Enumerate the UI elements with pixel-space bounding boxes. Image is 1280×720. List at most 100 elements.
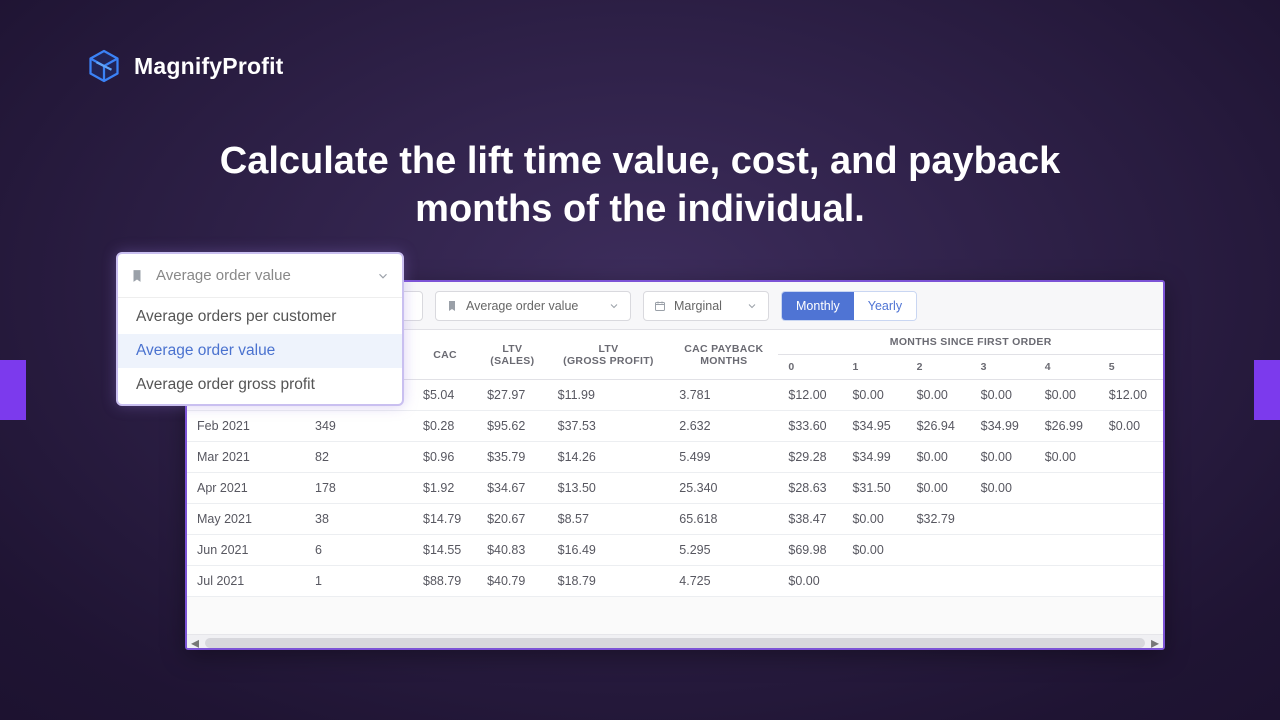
- page-headline: Calculate the lift time value, cost, and…: [150, 138, 1130, 233]
- th-month-1: 1: [842, 355, 906, 380]
- table-cell: $0.00: [971, 442, 1035, 473]
- table-cell: Mar 2021: [187, 442, 305, 473]
- table-row: May 202138$14.79$20.67$8.5765.618$38.47$…: [187, 504, 1163, 535]
- table-cell: $34.67: [477, 473, 548, 504]
- table-cell: $0.00: [1035, 380, 1099, 411]
- table-cell: $34.99: [842, 442, 906, 473]
- table-cell: $37.53: [548, 411, 670, 442]
- table-cell: $29.28: [778, 442, 842, 473]
- table-cell: $14.55: [413, 535, 477, 566]
- th-month-5: 5: [1099, 355, 1163, 380]
- table-cell: $0.00: [778, 566, 842, 597]
- table-cell: $13.50: [548, 473, 670, 504]
- table-cell: $28.63: [778, 473, 842, 504]
- scroll-left-icon[interactable]: ◂: [191, 633, 199, 651]
- table-cell: $95.62: [477, 411, 548, 442]
- table-cell: 82: [305, 442, 413, 473]
- metric-dropdown-list: Average orders per customer Average orde…: [118, 298, 402, 404]
- table-cell: $0.00: [842, 535, 906, 566]
- table-cell: $35.79: [477, 442, 548, 473]
- table-cell: $40.79: [477, 566, 548, 597]
- table-cell: 4.725: [669, 566, 778, 597]
- period-yearly-button[interactable]: Yearly: [854, 292, 916, 320]
- table-cell: [1035, 566, 1099, 597]
- table-cell: $27.97: [477, 380, 548, 411]
- table-cell: 1: [305, 566, 413, 597]
- table-cell: [1035, 473, 1099, 504]
- table-cell: [971, 535, 1035, 566]
- metric-option-2[interactable]: Average order gross profit: [118, 368, 402, 402]
- table-cell: 3.781: [669, 380, 778, 411]
- mode-select[interactable]: Marginal: [643, 291, 769, 321]
- bookmark-icon: [130, 269, 144, 283]
- table-cell: $26.99: [1035, 411, 1099, 442]
- table-cell: $18.79: [548, 566, 670, 597]
- table-cell: $14.26: [548, 442, 670, 473]
- th-month-2: 2: [907, 355, 971, 380]
- table-row: Feb 2021349$0.28$95.62$37.532.632$33.60$…: [187, 411, 1163, 442]
- period-segmented: Monthly Yearly: [781, 291, 917, 321]
- table-cell: 25.340: [669, 473, 778, 504]
- decorative-accent-left: [0, 360, 26, 420]
- brand-mark-icon: [86, 48, 122, 84]
- table-cell: 5.499: [669, 442, 778, 473]
- metric-select-label: Average order value: [466, 299, 578, 313]
- metric-dropdown-selected: Average order value: [156, 267, 291, 284]
- table-cell: $0.00: [1099, 411, 1163, 442]
- period-monthly-button[interactable]: Monthly: [782, 292, 854, 320]
- table-cell: $14.79: [413, 504, 477, 535]
- table-row: Jun 20216$14.55$40.83$16.495.295$69.98$0…: [187, 535, 1163, 566]
- table-cell: [1099, 504, 1163, 535]
- table-cell: $12.00: [778, 380, 842, 411]
- table-cell: 5.295: [669, 535, 778, 566]
- table-row: Jul 20211$88.79$40.79$18.794.725$0.00: [187, 566, 1163, 597]
- th-months-group: MONTHS SINCE FIRST ORDER: [778, 330, 1163, 355]
- table-cell: $26.94: [907, 411, 971, 442]
- brand-logo: MagnifyProfit: [86, 48, 284, 84]
- table-cell: $0.00: [907, 442, 971, 473]
- chevron-down-icon: [746, 300, 758, 312]
- table-cell: $20.67: [477, 504, 548, 535]
- table-cell: $0.00: [842, 380, 906, 411]
- metric-option-0[interactable]: Average orders per customer: [118, 300, 402, 334]
- table-cell: [1099, 442, 1163, 473]
- table-cell: $32.79: [907, 504, 971, 535]
- th-month-4: 4: [1035, 355, 1099, 380]
- th-ltv-sales: LTV (SALES): [477, 330, 548, 380]
- table-cell: $34.95: [842, 411, 906, 442]
- table-cell: [971, 566, 1035, 597]
- table-cell: $0.00: [842, 504, 906, 535]
- table-cell: 349: [305, 411, 413, 442]
- table-cell: 178: [305, 473, 413, 504]
- table-cell: [1035, 535, 1099, 566]
- table-cell: Apr 2021: [187, 473, 305, 504]
- chevron-down-icon: [608, 300, 620, 312]
- th-cac-pb-l2: MONTHS: [679, 355, 768, 367]
- table-cell: [1099, 473, 1163, 504]
- table-cell: [842, 566, 906, 597]
- table-cell: $88.79: [413, 566, 477, 597]
- metric-dropdown-trigger[interactable]: Average order value: [118, 254, 402, 298]
- table-cell: 6: [305, 535, 413, 566]
- horizontal-scrollbar[interactable]: ◂ ▸: [187, 634, 1163, 650]
- table-cell: [907, 566, 971, 597]
- scrollbar-track[interactable]: [205, 638, 1145, 648]
- metric-dropdown-popup[interactable]: Average order value Average orders per c…: [116, 252, 404, 406]
- table-cell: $0.28: [413, 411, 477, 442]
- table-cell: [1035, 504, 1099, 535]
- table-cell: Feb 2021: [187, 411, 305, 442]
- metric-option-1[interactable]: Average order value: [118, 334, 402, 368]
- scroll-right-icon[interactable]: ▸: [1151, 633, 1159, 651]
- th-ltv-sales-l1: LTV: [487, 343, 538, 355]
- table-cell: $0.00: [907, 473, 971, 504]
- table-cell: $0.00: [971, 473, 1035, 504]
- table-cell: $0.00: [971, 380, 1035, 411]
- th-ltv-gp: LTV (GROSS PROFIT): [548, 330, 670, 380]
- chevron-down-icon: [376, 269, 390, 283]
- table-cell: [907, 535, 971, 566]
- table-cell: $16.49: [548, 535, 670, 566]
- decorative-accent-right: [1254, 360, 1280, 420]
- table-cell: 2.632: [669, 411, 778, 442]
- metric-select[interactable]: Average order value: [435, 291, 631, 321]
- mode-select-label: Marginal: [674, 299, 722, 313]
